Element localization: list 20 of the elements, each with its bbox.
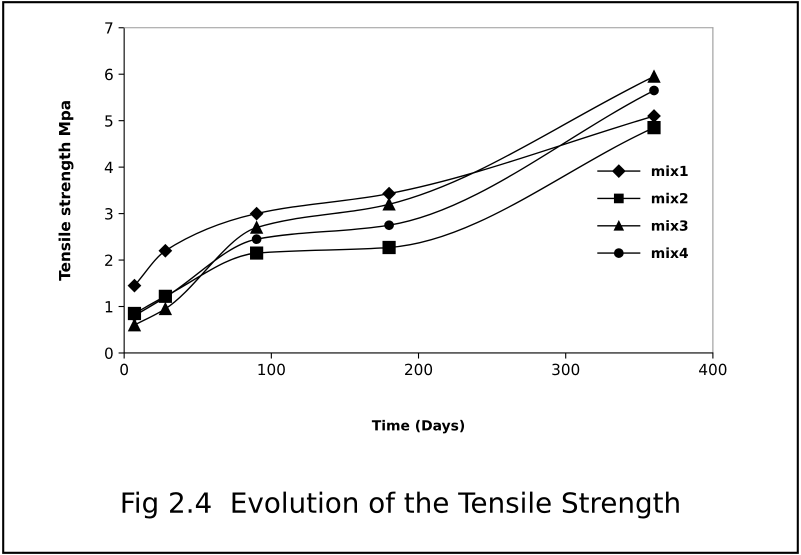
legend-label: mix3: [652, 220, 688, 231]
text: Fig 2.4 Evolution of the Tensile Strength: [122, 492, 679, 518]
x-axis-title: Time (Days): [372, 420, 464, 434]
x-tick-label: 400: [699, 364, 726, 376]
y-tick-label: 3: [105, 208, 113, 220]
y-tick-label: 5: [105, 115, 112, 127]
y-tick-label: 2: [105, 254, 112, 266]
legend-label: mix1: [652, 165, 688, 176]
y-tick-label: 6: [105, 68, 113, 80]
y-axis-title: Tensile strength Mpa: [58, 101, 74, 281]
legend-label: mix2: [652, 192, 688, 204]
x-tick-label: 0: [120, 364, 128, 376]
y-tick-label: 7: [105, 22, 112, 34]
x-tick-label: 200: [405, 364, 432, 376]
y-tick-label: 1: [106, 301, 112, 312]
y-tick-label: 0: [105, 347, 113, 359]
legend-label: mix4: [652, 247, 688, 258]
x-tick-label: 300: [552, 364, 580, 376]
y-tick-label: 4: [104, 162, 113, 173]
x-tick-label: 100: [258, 364, 285, 376]
